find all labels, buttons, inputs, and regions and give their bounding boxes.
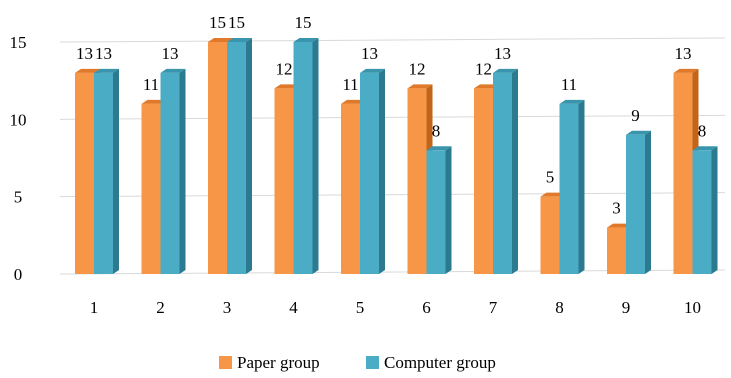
data-label-computer: 13 <box>95 44 112 63</box>
x-tick-label: 7 <box>489 298 498 317</box>
data-label-computer: 15 <box>228 13 245 32</box>
data-label-paper: 12 <box>409 59 426 78</box>
bar-computer-top <box>626 130 651 135</box>
legend: Paper group Computer group <box>219 353 496 372</box>
bar-computer-top <box>293 38 319 42</box>
bar-paper-top <box>673 68 699 73</box>
bar-paper <box>341 103 360 274</box>
data-label-paper: 5 <box>546 168 555 187</box>
data-label-computer: 13 <box>361 44 378 63</box>
bar-computer-side <box>379 68 385 274</box>
legend-label-computer: Computer group <box>384 353 496 372</box>
bar-computer <box>493 72 512 274</box>
bar-paper <box>75 72 94 274</box>
bar-paper <box>540 196 560 274</box>
data-label-computer: 15 <box>295 13 312 32</box>
bar-computer <box>692 150 712 274</box>
bar-computer <box>293 42 313 274</box>
y-tick-label: 10 <box>10 110 27 129</box>
bar-paper <box>607 227 626 274</box>
bar-paper-top <box>407 84 433 89</box>
data-label-paper: 12 <box>475 59 492 78</box>
x-tick-label: 10 <box>684 298 701 317</box>
bar-computer <box>94 72 113 274</box>
bar-computer-side <box>113 68 119 274</box>
y-tick-label: 5 <box>14 188 23 207</box>
x-tick-label: 1 <box>90 298 99 317</box>
bar-computer <box>626 134 645 274</box>
bar-paper-top <box>274 84 300 89</box>
bar-paper <box>407 88 427 275</box>
x-axis-ticks: 1 2 3 4 5 6 7 8 9 10 <box>90 298 701 317</box>
bar-computer <box>160 72 180 274</box>
bar-computer-side <box>246 38 252 274</box>
bar-computer <box>426 150 446 274</box>
y-tick-label: 15 <box>10 33 27 52</box>
data-label-computer: 8 <box>432 121 441 140</box>
x-tick-label: 4 <box>289 298 298 317</box>
data-label-paper: 13 <box>76 44 93 63</box>
bar-paper <box>474 88 493 275</box>
x-tick-label: 8 <box>555 298 564 317</box>
data-label-paper: 12 <box>276 59 293 78</box>
x-tick-label: 2 <box>156 298 165 317</box>
bar-computer-top <box>692 146 718 151</box>
legend-swatch-paper <box>219 356 232 369</box>
data-label-paper: 11 <box>143 75 159 94</box>
bar-computer-top <box>426 146 452 151</box>
x-tick-label: 6 <box>422 298 431 317</box>
bar-computer <box>360 72 379 274</box>
data-label-computer: 8 <box>698 121 707 140</box>
gridline-15 <box>59 37 726 43</box>
bar-computer-top <box>227 38 252 42</box>
data-label-paper: 13 <box>675 44 692 63</box>
data-label-paper: 15 <box>209 13 226 32</box>
data-label-paper: 3 <box>612 199 621 218</box>
legend-label-paper: Paper group <box>237 353 320 372</box>
data-label-paper: 11 <box>342 75 358 94</box>
bar-computer <box>227 42 246 274</box>
bars <box>75 38 718 275</box>
bar-computer-side <box>711 146 718 274</box>
data-label-computer: 13 <box>494 44 511 63</box>
bar-paper-top <box>75 68 100 73</box>
bar-paper <box>274 88 294 275</box>
bar-computer <box>559 103 579 274</box>
bar-paper-top <box>208 38 233 42</box>
bar-computer-top <box>360 68 385 73</box>
bar-computer-side <box>445 146 452 274</box>
y-tick-label: 0 <box>14 265 23 284</box>
bar-paper-top <box>341 99 366 104</box>
data-label-computer: 13 <box>162 44 179 63</box>
bar-paper <box>208 42 227 274</box>
bar-computer-side <box>179 68 186 274</box>
x-tick-label: 5 <box>356 298 365 317</box>
x-tick-label: 3 <box>223 298 232 317</box>
legend-swatch-computer <box>366 356 379 369</box>
bar-computer-top <box>493 68 518 73</box>
bar-paper-top <box>607 223 632 228</box>
bar-paper-top <box>540 192 566 197</box>
bar-paper-top <box>474 84 499 89</box>
bar-computer-top <box>559 99 585 104</box>
bar-computer-side <box>578 99 585 274</box>
bar-computer-side <box>645 130 651 274</box>
bar-computer-top <box>160 68 186 73</box>
bar-computer-side <box>312 38 319 274</box>
bar-computer-side <box>512 68 518 274</box>
data-label-computer: 11 <box>561 75 577 94</box>
x-tick-label: 9 <box>622 298 631 317</box>
y-axis-ticks: 0 5 10 15 <box>10 33 27 284</box>
bar-computer-top <box>94 68 119 73</box>
bar-paper <box>141 103 161 274</box>
bar-paper <box>673 72 693 274</box>
data-label-computer: 9 <box>631 106 640 125</box>
bar-paper-top <box>141 99 167 104</box>
